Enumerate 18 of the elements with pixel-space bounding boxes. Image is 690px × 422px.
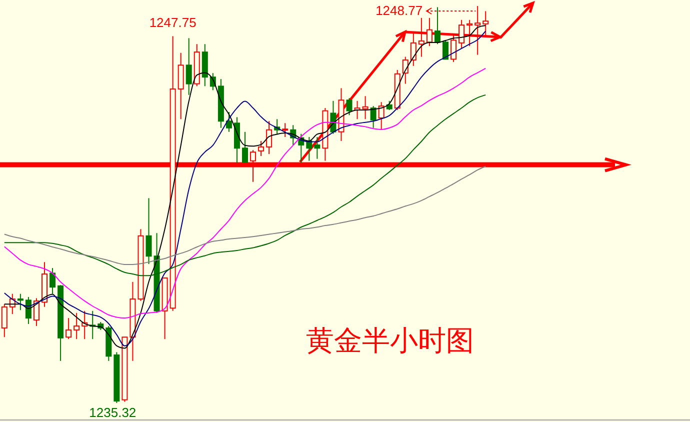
text: 1235.32 <box>89 405 136 420</box>
candlestick <box>218 78 224 128</box>
candlestick <box>482 10 489 36</box>
candlestick <box>234 116 240 164</box>
candlestick <box>186 38 192 96</box>
text: 黄金半小时图 <box>306 324 474 357</box>
candlestick <box>338 88 344 142</box>
candlestick <box>178 52 184 120</box>
candlestick <box>202 44 208 87</box>
annotation: 1247.75 <box>149 15 196 30</box>
candlestick <box>418 17 424 58</box>
annotation: 1248.77 <box>376 3 423 18</box>
candlestick <box>74 312 80 340</box>
candlestick <box>42 262 48 308</box>
candlestick <box>130 281 136 362</box>
candlestick <box>410 32 416 66</box>
candlestick <box>362 96 368 120</box>
candlestick <box>474 6 481 56</box>
